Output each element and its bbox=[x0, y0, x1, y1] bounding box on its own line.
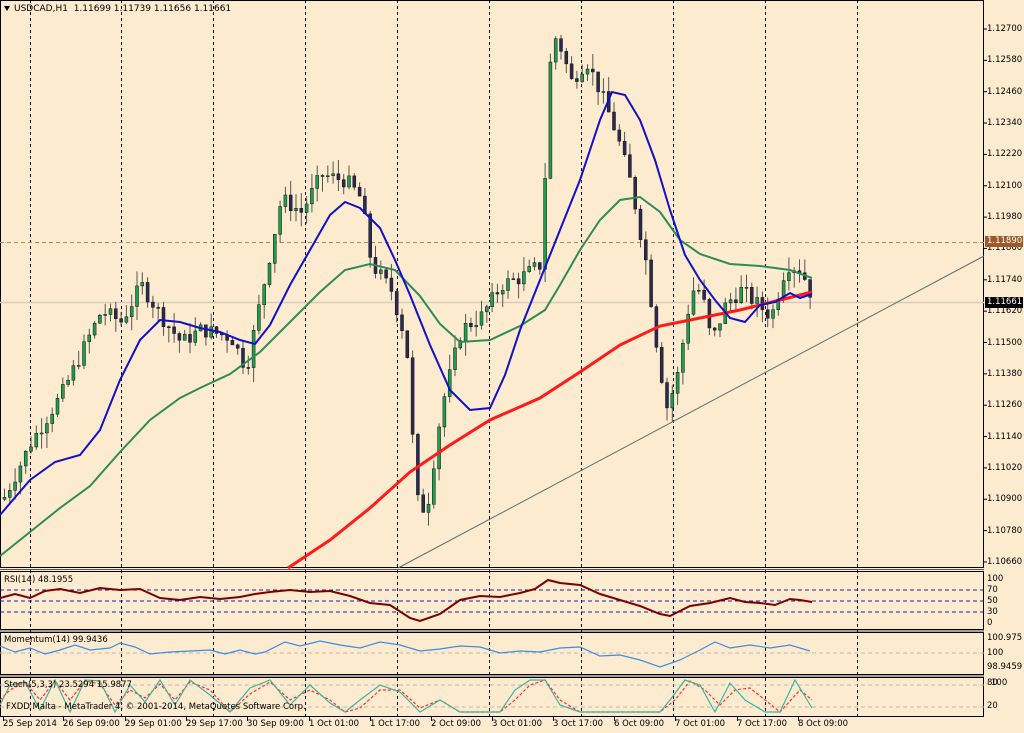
price-tick-label: 1.11260 bbox=[987, 400, 1023, 411]
rsi-level-0: 0 bbox=[987, 618, 993, 628]
momentum-level-bottom: 98.9459 bbox=[987, 662, 1023, 672]
trendline[interactable] bbox=[397, 255, 985, 569]
price-tick-label: 1.12220 bbox=[987, 149, 1023, 160]
price-tick-label: 1.11140 bbox=[987, 431, 1023, 442]
momentum-level-top: 100.975 bbox=[987, 633, 1023, 643]
stoch-level-20: 20 bbox=[987, 701, 998, 711]
rsi-line bbox=[0, 578, 813, 623]
ma-mid-line bbox=[0, 195, 813, 557]
rsi-level-30: 30 bbox=[987, 607, 998, 617]
vertical-gridlines bbox=[30, 0, 858, 717]
price-axis-ticks bbox=[984, 28, 987, 563]
stoch-main-line bbox=[0, 678, 813, 714]
momentum-line bbox=[0, 640, 811, 668]
time-axis-ticks bbox=[3, 717, 799, 721]
time-tick-label: 30 Sep 09:00 bbox=[247, 719, 304, 729]
price-tick-label: 1.10780 bbox=[987, 525, 1023, 536]
time-tick-label: 1 Oct 17:00 bbox=[370, 719, 421, 729]
time-tick-label: 3 Oct 01:00 bbox=[492, 719, 543, 729]
price-tick-label: 1.12100 bbox=[987, 180, 1023, 191]
ma-slow-line bbox=[287, 290, 813, 570]
price-tick-label: 1.11380 bbox=[987, 368, 1023, 379]
price-tick-label: 1.12700 bbox=[987, 24, 1023, 34]
price-tick-label: 1.11620 bbox=[987, 306, 1023, 317]
rsi-label: RSI(14) 48.1955 bbox=[4, 575, 74, 585]
price-tick-label: 1.10660 bbox=[987, 556, 1023, 567]
price-tick-label: 1.11860 bbox=[987, 243, 1023, 254]
chart-header: USDCAD,H1 1.11699 1.11739 1.11656 1.1166… bbox=[4, 4, 231, 14]
time-tick-label: 26 Sep 09:00 bbox=[63, 719, 120, 729]
pane-frames bbox=[0, 0, 984, 717]
ma-fast-line bbox=[0, 90, 813, 516]
price-tick-label: 1.11500 bbox=[987, 337, 1023, 348]
stoch-label: Stoch(5,3,3) 23.5294 15.9877 bbox=[4, 680, 132, 690]
stoch-signal-line bbox=[0, 679, 813, 713]
bid-price-tag: 1.11661 bbox=[985, 297, 1023, 308]
time-tick-label: 2 Oct 09:00 bbox=[431, 719, 482, 729]
time-tick-label: 3 Oct 17:00 bbox=[553, 719, 604, 729]
stoch-level-80: 80 bbox=[987, 678, 998, 688]
time-tick-label: 6 Oct 09:00 bbox=[614, 719, 665, 729]
copyright-footer: FXDD Malta - MetaTrader 4, © 2001-2014, … bbox=[6, 702, 306, 712]
dropdown-triangle-icon[interactable] bbox=[4, 6, 10, 11]
symbol-label: USDCAD,H1 bbox=[14, 4, 68, 14]
rsi-level-50: 50 bbox=[987, 596, 998, 606]
stoch-levels bbox=[0, 684, 984, 708]
price-tick-label: 1.11740 bbox=[987, 274, 1023, 285]
resistance-price-tag: 1.11890 bbox=[985, 236, 1023, 247]
candlesticks bbox=[2, 34, 812, 526]
time-tick-label: 29 Sep 17:00 bbox=[186, 719, 243, 729]
price-tick-label: 1.11020 bbox=[987, 462, 1023, 473]
time-tick-label: 8 Oct 09:00 bbox=[798, 719, 849, 729]
rsi-levels bbox=[0, 589, 984, 613]
ohlc-values: 1.11699 1.11739 1.11656 1.11661 bbox=[73, 4, 232, 14]
momentum-label: Momentum(14) 99.9436 bbox=[4, 635, 108, 645]
rsi-level-100: 100 bbox=[987, 574, 1004, 584]
price-tick-label: 1.12580 bbox=[987, 55, 1023, 66]
time-tick-label: 29 Sep 01:00 bbox=[125, 719, 182, 729]
price-tick-label: 1.11980 bbox=[987, 212, 1023, 223]
price-tick-label: 1.12460 bbox=[987, 86, 1023, 97]
price-tick-label: 1.12340 bbox=[987, 118, 1023, 129]
stoch-level-100: 100 bbox=[991, 678, 1008, 688]
price-tick-label: 1.10900 bbox=[987, 494, 1023, 505]
time-tick-label: 1 Oct 01:00 bbox=[309, 719, 360, 729]
time-tick-label: 25 Sep 2014 bbox=[3, 719, 57, 729]
time-tick-label: 7 Oct 17:00 bbox=[737, 719, 788, 729]
time-tick-label: 7 Oct 01:00 bbox=[675, 719, 726, 729]
momentum-level-100: 100 bbox=[987, 648, 1004, 658]
rsi-level-70: 70 bbox=[987, 585, 998, 595]
